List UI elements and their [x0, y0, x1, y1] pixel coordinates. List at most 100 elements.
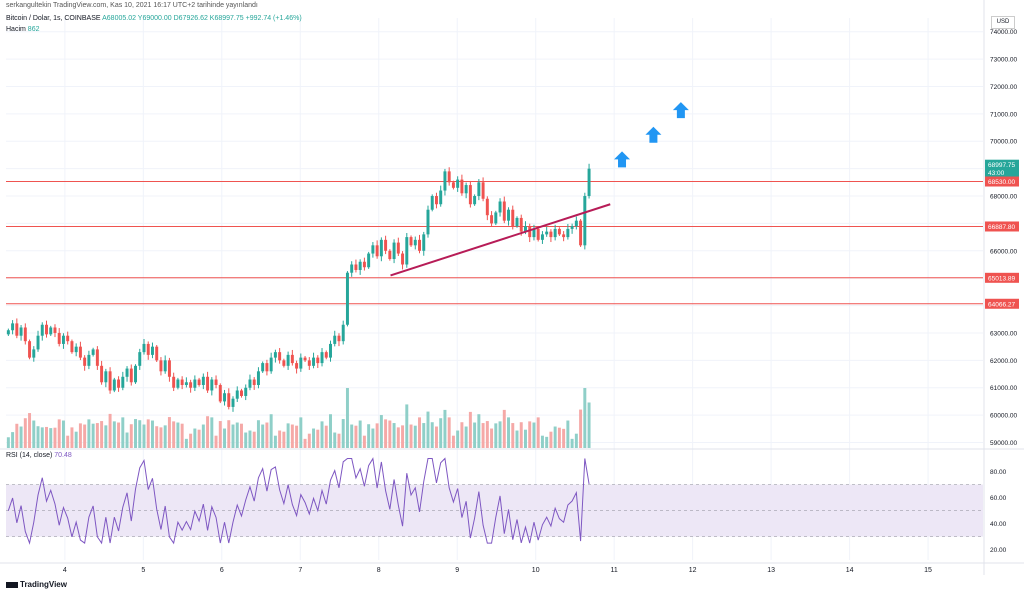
volume-bar: [252, 431, 256, 448]
volume-bar: [108, 413, 112, 448]
volume-bar: [464, 426, 468, 448]
candle-body: [176, 379, 180, 388]
rsi-tick-label: 20.00: [990, 547, 1007, 554]
volume-bar: [290, 424, 294, 448]
candle-body: [320, 352, 324, 364]
volume-bar: [362, 435, 366, 448]
price-tag: [985, 298, 1019, 309]
candle-body: [583, 196, 587, 246]
volume-bar: [210, 417, 214, 448]
candle-body: [299, 357, 303, 369]
volume-bar: [494, 423, 498, 448]
time-tick-label: 15: [924, 567, 932, 574]
currency-button[interactable]: USD: [991, 16, 1015, 29]
candle-body: [184, 382, 188, 386]
candle-body: [312, 357, 316, 366]
volume-bar: [32, 420, 36, 448]
volume-bar: [481, 423, 485, 448]
candle-body: [15, 323, 19, 336]
volume-bar: [163, 425, 167, 448]
candle-body: [396, 242, 400, 254]
price-tag-label: 64066.27: [988, 301, 1015, 308]
candle-body: [430, 196, 434, 210]
volume-bar: [549, 431, 553, 448]
volume-bar: [337, 433, 341, 448]
candle-body: [193, 379, 197, 388]
volume-bar: [396, 427, 400, 448]
candle-body: [78, 346, 82, 358]
candle-body: [333, 335, 337, 344]
candle-body: [418, 239, 421, 251]
candle-body: [579, 220, 583, 246]
candle-body: [562, 234, 566, 238]
volume-bar: [167, 417, 171, 448]
volume-bar: [405, 404, 409, 448]
volume-bar: [519, 422, 523, 448]
candle-body: [545, 231, 549, 235]
volume-bar: [206, 416, 210, 448]
volume-bar: [329, 414, 332, 448]
candle-body: [468, 185, 472, 205]
ohlc-values: A68005.02 Y69000.00 D67926.62 K68997.75 …: [102, 15, 302, 22]
candle-body: [112, 379, 116, 391]
volume-bar: [40, 427, 44, 448]
candle-body: [138, 352, 142, 366]
volume-bar: [78, 423, 82, 448]
trendline[interactable]: [390, 203, 611, 277]
volume-bar: [316, 429, 320, 448]
candle-body: [11, 323, 15, 331]
volume-bar: [502, 409, 506, 448]
time-tick-label: 9: [455, 567, 459, 574]
candle-body: [83, 357, 87, 366]
volume-bar: [579, 409, 583, 448]
time-tick-label: 10: [532, 567, 540, 574]
volume-bar: [545, 436, 549, 448]
volume-bar: [269, 414, 273, 448]
candle-body: [443, 171, 447, 191]
volume-bar: [371, 428, 375, 448]
candle-body: [473, 196, 477, 205]
volume-bar: [511, 423, 515, 448]
candle-body: [345, 272, 349, 325]
volume-bar: [418, 417, 421, 448]
candle-body: [316, 357, 320, 364]
volume-bar: [11, 432, 15, 448]
candle-body: [413, 239, 417, 246]
horizontal-lines[interactable]: [6, 181, 983, 305]
axes: 74000.00 73000.00 72000.00 71000.00 70000.00…: [63, 29, 1019, 574]
candle-body: [557, 228, 561, 235]
candle-body: [28, 341, 32, 358]
brand-label: TradingView: [20, 580, 67, 589]
tradingview-logo[interactable]: TradingView: [6, 580, 67, 589]
candle-body: [481, 182, 485, 199]
volume-bar: [587, 402, 591, 448]
candle-body: [409, 237, 413, 246]
candle-body: [227, 393, 231, 407]
up-arrows[interactable]: [614, 102, 689, 168]
candle-body: [104, 371, 108, 383]
price-tick-label: 63000.00: [990, 330, 1017, 337]
candle-body: [134, 365, 137, 383]
candle-body: [519, 217, 523, 232]
candle-body: [553, 228, 557, 238]
candle-body: [129, 368, 133, 383]
volume-bar: [401, 425, 405, 448]
candle-body: [451, 182, 455, 188]
volume-bar: [350, 424, 354, 448]
candle-body: [121, 376, 125, 388]
candle-body: [150, 346, 154, 355]
volume-bar: [129, 424, 133, 448]
volume-bar: [532, 422, 536, 448]
candle-body: [498, 201, 502, 213]
candle-body: [282, 360, 286, 366]
volume-bar: [295, 425, 299, 448]
candle-body: [464, 185, 468, 194]
volume-bar: [485, 421, 489, 448]
volume-bar: [256, 420, 260, 448]
volume-bar: [447, 417, 451, 448]
volume-bar: [100, 421, 104, 448]
volume-bar: [155, 426, 159, 448]
candle-body: [494, 212, 498, 224]
